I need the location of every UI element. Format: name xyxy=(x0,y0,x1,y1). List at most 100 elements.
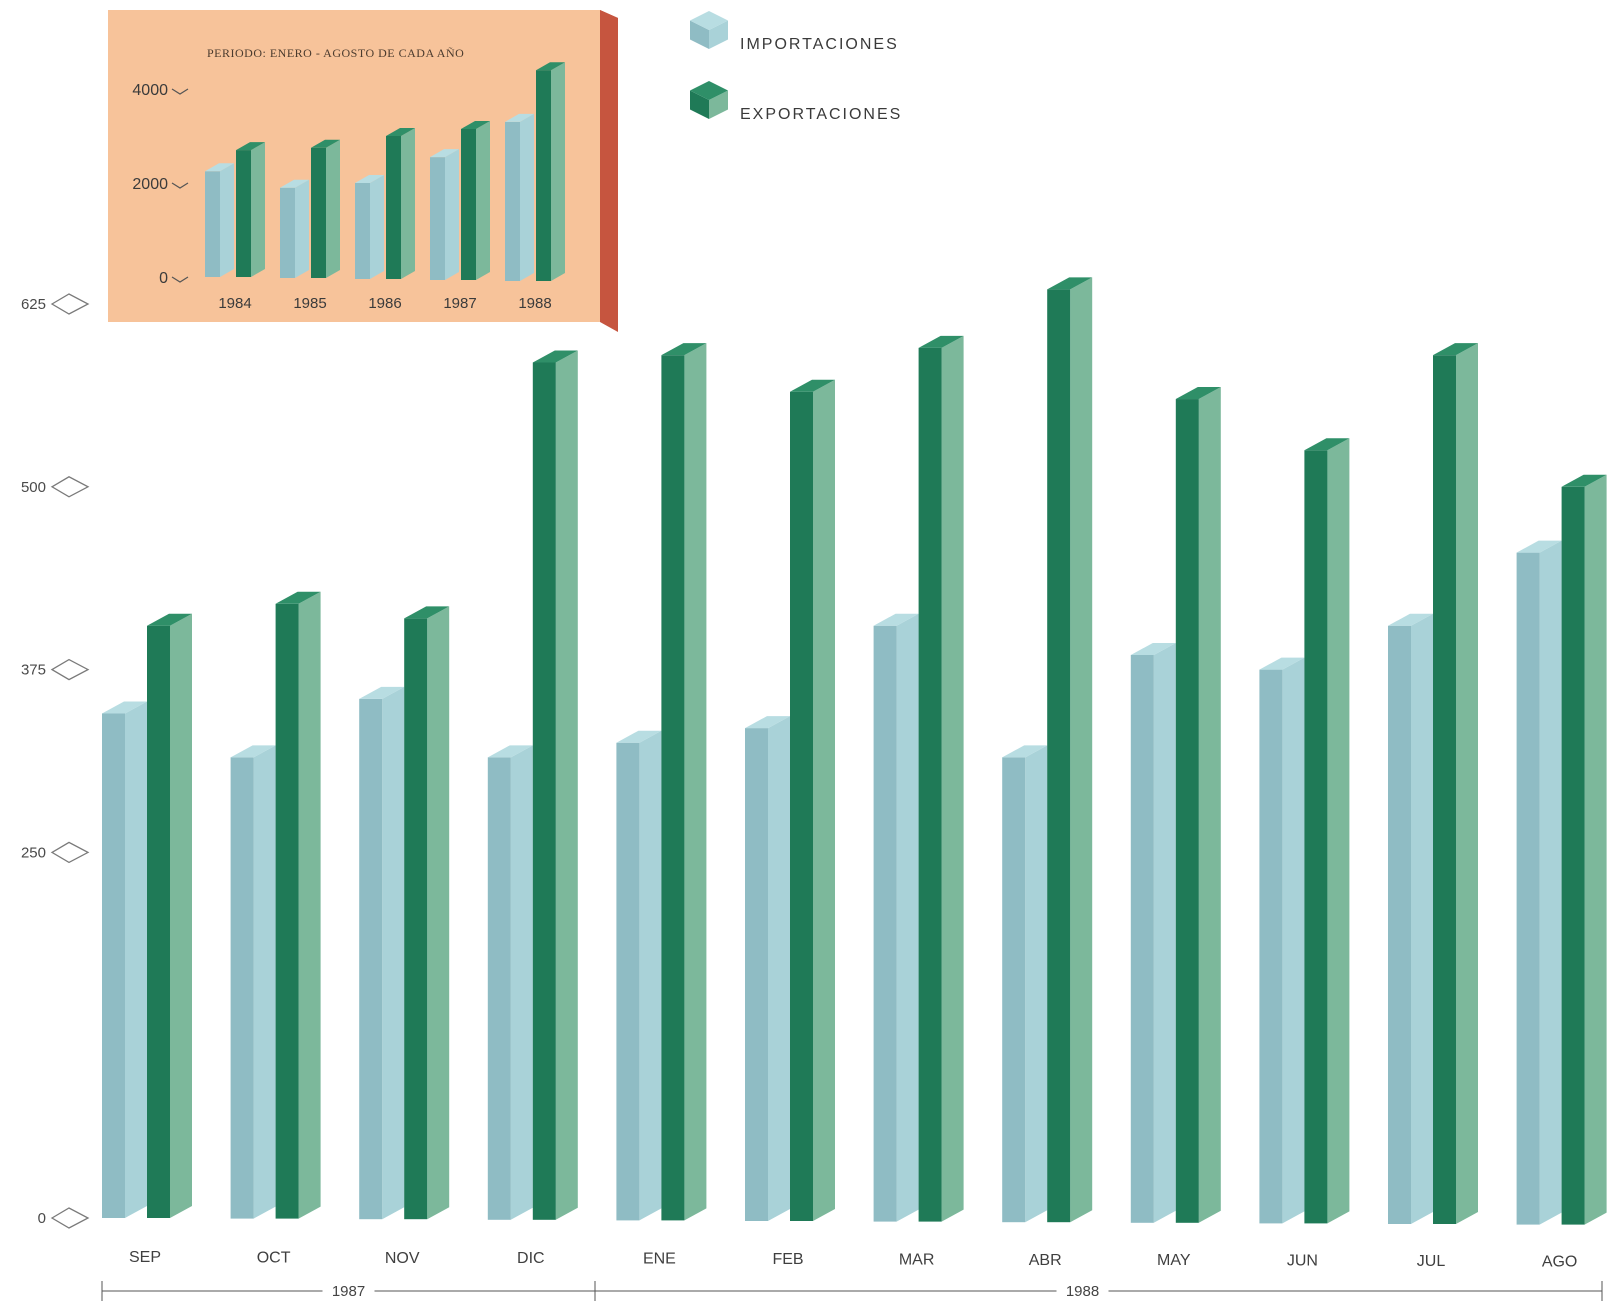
import-bar-front xyxy=(873,625,897,1222)
import-bar-top xyxy=(745,716,790,729)
export-bar-front xyxy=(1047,289,1071,1223)
inset-y-tick-label: 0 xyxy=(159,270,168,287)
import-bar-side xyxy=(382,686,405,1220)
y-tick-625: 625 xyxy=(21,293,90,315)
inset-category-label: 1984 xyxy=(218,295,251,312)
inset-import-bar xyxy=(205,163,234,277)
y-tick-375: 375 xyxy=(21,658,90,681)
inset-export-bar-top xyxy=(236,142,265,151)
x-category-label: JUL xyxy=(1417,1253,1446,1270)
inset-export-bar-side xyxy=(476,120,490,280)
export-bar-front xyxy=(1175,399,1199,1223)
export-bar-side xyxy=(1456,343,1478,1225)
inset-title: PERIODO: ENERO - AGOSTO DE CADA AÑO xyxy=(207,46,464,60)
inset-export-bar-top xyxy=(311,139,340,148)
export-bar xyxy=(532,350,578,1220)
export-bar-front xyxy=(1304,450,1328,1224)
import-bar-top xyxy=(1388,613,1433,626)
import-bar-top xyxy=(616,730,662,743)
export-bar-front xyxy=(918,347,942,1222)
year-label: 1987 xyxy=(332,1283,365,1300)
export-bar-side xyxy=(941,335,964,1222)
import-bar-front xyxy=(1259,669,1283,1224)
y-tick-diamond-icon xyxy=(50,841,90,864)
legend: IMPORTACIONES EXPORTACIONES xyxy=(690,11,902,123)
legend-export-label: EXPORTACIONES xyxy=(740,106,902,123)
export-bar xyxy=(918,335,964,1222)
inset-import-bar-top xyxy=(355,175,384,183)
inset-category-labels: 1984 1985 1986 1987 1988 xyxy=(218,295,551,312)
export-bar-side xyxy=(170,613,192,1218)
inset-y-axis: 0 2000 4000 xyxy=(132,82,189,287)
import-bar xyxy=(487,745,533,1220)
import-bar xyxy=(1002,745,1048,1223)
export-bar-front xyxy=(790,391,813,1221)
export-bar-top xyxy=(275,591,321,604)
export-bar-top xyxy=(1304,438,1350,451)
export-bar-top xyxy=(1175,387,1221,400)
inset-export-bar-side xyxy=(251,142,265,277)
import-bar-front xyxy=(1388,625,1411,1224)
year-bracket-1987: 1987 xyxy=(101,1281,596,1301)
export-bar xyxy=(661,343,707,1221)
import-bar-side xyxy=(768,716,790,1221)
import-bar xyxy=(1516,540,1562,1225)
year-bracket-1988: 1988 xyxy=(594,1281,1603,1301)
import-bar-side xyxy=(253,745,276,1219)
export-bar xyxy=(1047,277,1093,1223)
import-bar-top xyxy=(873,613,919,626)
inset-export-bar-side xyxy=(551,62,565,282)
import-bar-front xyxy=(102,713,125,1218)
inset-import-bar-top xyxy=(205,163,234,172)
inset-import-bar-top xyxy=(505,113,534,122)
legend-export-cube-icon xyxy=(690,81,728,119)
y-tick-diamond-icon xyxy=(50,476,90,498)
inset-y-tick-0: 0 xyxy=(159,270,189,287)
export-bar xyxy=(275,591,321,1219)
x-category-label: NOV xyxy=(385,1250,420,1267)
inset-import-bar-top xyxy=(430,149,459,158)
y-tick-0: 0 xyxy=(38,1207,90,1229)
export-bar-top xyxy=(532,350,578,363)
inset-panel-edge xyxy=(600,10,618,332)
inset-y-tick-label: 4000 xyxy=(132,82,168,99)
export-bar-top xyxy=(1561,474,1607,487)
inset-import-bar-top xyxy=(280,179,309,188)
inset-export-bar xyxy=(386,128,415,279)
import-bar-top xyxy=(359,686,405,699)
x-category-label: OCT xyxy=(257,1249,291,1266)
inset-import-bar xyxy=(280,179,309,278)
x-category-label: DIC xyxy=(517,1250,545,1267)
export-bar-front xyxy=(147,625,170,1218)
import-bar xyxy=(616,730,662,1221)
import-bar-top xyxy=(102,701,147,714)
inset-export-bar-front xyxy=(311,147,326,278)
inset-import-bar xyxy=(355,175,384,279)
export-bar-side xyxy=(1584,474,1607,1225)
inset-import-bar-side xyxy=(295,179,309,278)
import-bar xyxy=(359,686,405,1220)
y-tick-diamond-icon xyxy=(50,293,90,315)
inset-export-bar-front xyxy=(461,128,476,280)
inset-import-bar-front xyxy=(505,121,520,282)
inset-y-tick-label: 2000 xyxy=(132,176,168,193)
import-bar-side xyxy=(1411,613,1433,1224)
inset-export-bar-top xyxy=(536,62,565,71)
y-tick-500: 500 xyxy=(21,476,90,498)
export-bar xyxy=(147,613,192,1218)
export-bar-front xyxy=(275,603,299,1219)
y-axis: 0 250 375 500 625 xyxy=(21,293,90,1229)
export-bar-front xyxy=(1561,486,1585,1225)
export-bar-side xyxy=(684,343,707,1221)
import-bar-side xyxy=(639,730,662,1221)
inset-export-bar xyxy=(461,120,490,280)
import-bar-top xyxy=(230,745,276,758)
inset-import-bar-front xyxy=(430,157,445,280)
import-bar-front xyxy=(616,742,640,1221)
import-bar-side xyxy=(510,745,533,1220)
y-tick-250: 250 xyxy=(21,841,90,864)
import-bar-side xyxy=(896,613,919,1222)
inset-export-bar xyxy=(536,62,565,282)
x-category-label: MAY xyxy=(1157,1252,1191,1269)
